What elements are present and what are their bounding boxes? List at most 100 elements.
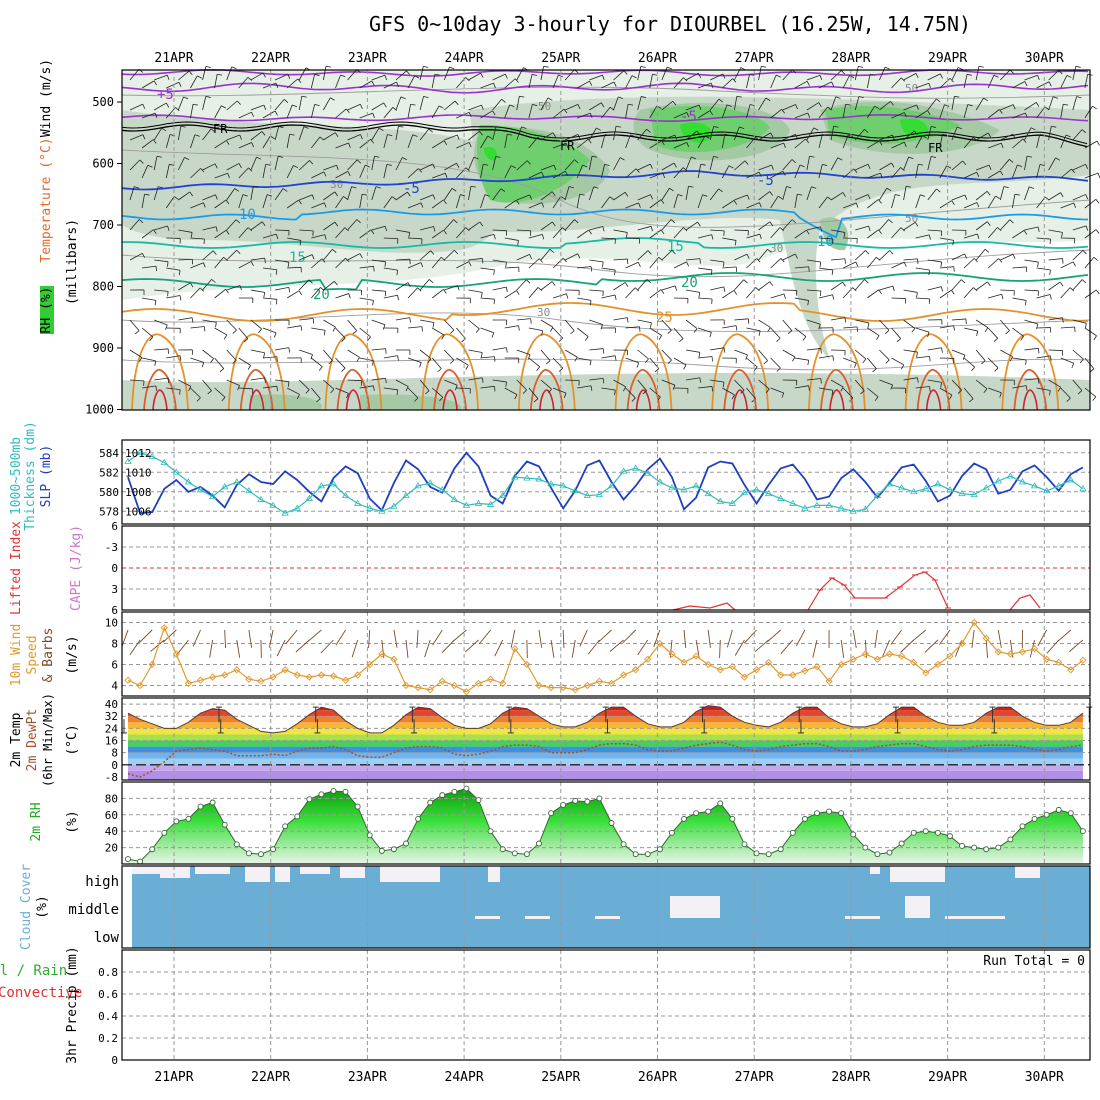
wind-barb-10m: [653, 629, 661, 648]
wind-barb-flag: [577, 253, 581, 259]
wind-barb: [698, 234, 712, 239]
wind-barb-flag: [360, 134, 363, 140]
wind-barb-flag: [507, 133, 513, 136]
wind-barb: [963, 287, 974, 299]
temp-band: [128, 764, 1083, 771]
wind-barb-flag: [330, 388, 335, 394]
wind-barb-10m: [224, 629, 226, 649]
wind-barb: [1036, 237, 1051, 240]
wind-barb: [879, 319, 890, 331]
wind-barb-flag: [351, 186, 357, 189]
wind-barb: [299, 318, 314, 321]
wind-barb: [492, 347, 507, 351]
thickness-marker: [329, 480, 338, 487]
wind-barb: [262, 297, 277, 300]
date-label-top: 25APR: [541, 51, 580, 66]
wind-barb-flag: [565, 142, 569, 148]
wind-barb-flag: [558, 74, 564, 78]
wind-barb-flag: [962, 160, 967, 166]
wind-barb-flag: [691, 156, 697, 160]
wind-barb: [661, 66, 668, 81]
wind-barb: [310, 136, 321, 149]
ylabel-wind-units: (m/s): [65, 635, 80, 674]
wind-barb-flag: [566, 293, 569, 299]
cloud-level-low: low: [94, 930, 120, 946]
wind-barb: [431, 357, 442, 369]
wind-barb-flag: [999, 170, 1004, 176]
wind-barb: [262, 135, 271, 149]
wind-barb: [613, 157, 621, 171]
wind-barb-flag: [1037, 226, 1040, 232]
wind-speed-marker: [450, 681, 458, 690]
wind-barb: [311, 327, 326, 331]
wind-barb: [577, 357, 592, 361]
wind-barb: [588, 186, 595, 201]
wind-barb: [963, 171, 977, 179]
date-label-bottom: 29APR: [928, 1070, 967, 1085]
wind-barb: [975, 132, 989, 141]
wind-barb-flag: [334, 191, 339, 197]
wind-barb-flag: [987, 221, 991, 226]
wind-barb-flag: [314, 74, 320, 76]
wind-barb: [794, 112, 809, 119]
wind-barb: [419, 128, 430, 141]
wind-barb: [552, 142, 567, 149]
wind-barb-flag: [328, 360, 333, 365]
wind-barb: [335, 196, 344, 209]
wind-barb: [359, 112, 373, 119]
wind-barb-10m: [236, 639, 241, 658]
wind-barb-flag: [371, 80, 375, 86]
wind-barb: [564, 219, 575, 231]
wind-barb: [709, 98, 720, 111]
wind-barb-flag: [142, 103, 146, 109]
wind-barb: [480, 356, 495, 359]
wind-barb: [286, 78, 299, 89]
wind-barb-10m: [812, 639, 818, 658]
temp-contour-minus5: [121, 170, 1089, 191]
wind-barb-flag: [277, 155, 284, 158]
wind-barb-10m: [276, 639, 286, 657]
thickness-marker: [595, 490, 604, 498]
wind-barb: [806, 74, 821, 81]
wind-barb: [866, 105, 876, 119]
wind-barb-flag: [454, 249, 459, 255]
wind-barb-flag: [929, 356, 931, 362]
wind-barb: [323, 132, 336, 141]
wind-speed-marker: [1067, 666, 1075, 674]
wind-barb-flag: [995, 195, 1000, 199]
wind-speed-line: [127, 621, 1084, 693]
wind-barb-flag: [373, 385, 375, 391]
date-label-bottom: 30APR: [1025, 1070, 1064, 1085]
wind-barb-flag: [946, 165, 952, 169]
wind-barb: [782, 219, 793, 231]
thickness-marker: [474, 499, 483, 506]
rh-shade: [484, 146, 498, 161]
wind-barb-flag: [1066, 75, 1072, 78]
wind-speed-marker: [414, 683, 422, 692]
thickness-marker: [982, 484, 990, 491]
thickness-marker: [970, 490, 978, 498]
wind-barb: [601, 134, 606, 149]
wind-barb: [613, 317, 628, 321]
wind-barb-flag: [718, 188, 723, 193]
wind-barb-flag: [153, 80, 158, 86]
wind-barb-10m: [766, 629, 782, 643]
rh-marker: [487, 828, 494, 835]
wind-barb-flag: [588, 229, 592, 235]
wind-barb: [395, 126, 399, 141]
wind-barb-flag: [884, 329, 890, 334]
wind-barb-flag: [138, 357, 143, 362]
wind-barb: [855, 319, 870, 324]
wind-barb-flag: [178, 270, 181, 276]
wind-speed-marker: [281, 666, 289, 674]
rh-shade: [250, 394, 322, 410]
wind-barb: [879, 219, 889, 231]
wind-barb: [359, 80, 372, 89]
wind-barb-flag: [444, 173, 448, 179]
wind-barb-flag: [623, 70, 628, 75]
wind-barb-flag: [468, 112, 472, 118]
wind-barb: [395, 317, 410, 321]
upper-panel-frame: [121, 69, 1091, 411]
wind-barb: [540, 349, 551, 361]
